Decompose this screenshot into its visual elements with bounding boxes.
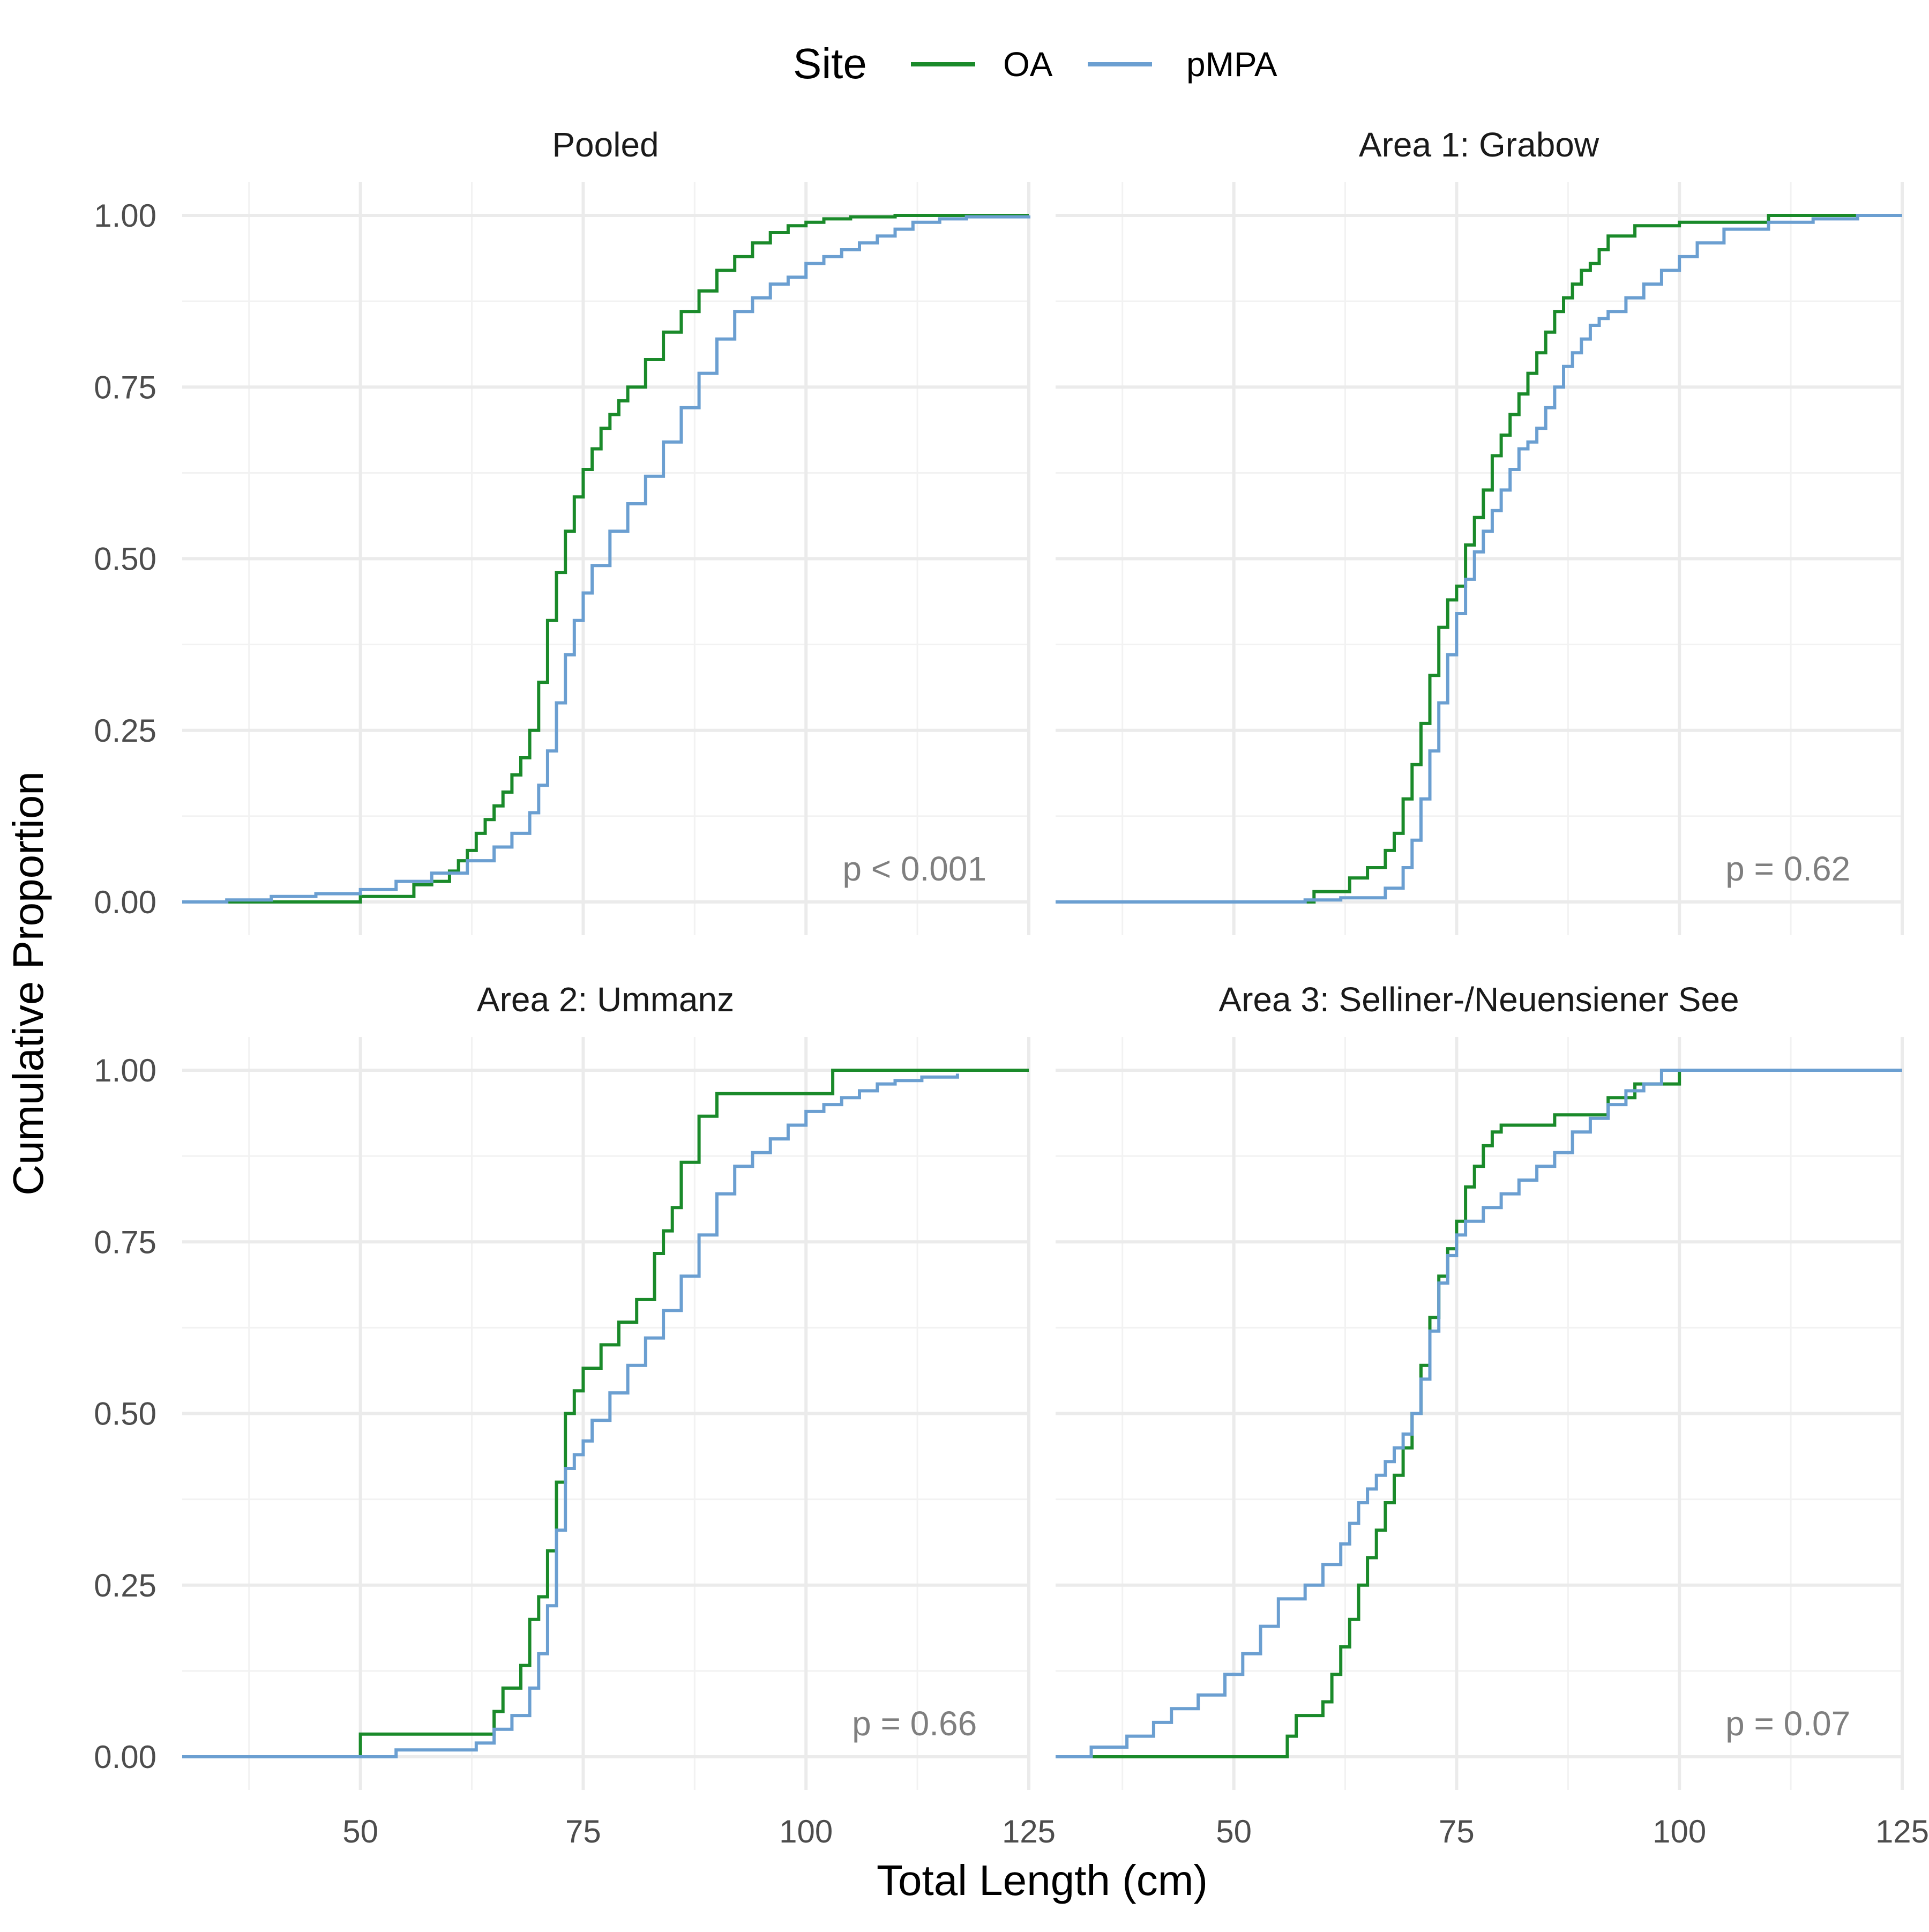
x-tick-label: 125 [1002, 1814, 1056, 1849]
y-tick-label: 0.75 [94, 1224, 156, 1260]
panel-title: Area 2: Ummanz [477, 980, 734, 1019]
y-axis-title: Cumulative Proportion [4, 771, 52, 1195]
x-tick-label: 75 [565, 1814, 601, 1849]
x-tick-label: 100 [779, 1814, 833, 1849]
series-line-pmpa [1056, 214, 1902, 904]
y-tick-label: 0.50 [94, 541, 156, 577]
y-tick-label: 1.00 [94, 198, 156, 234]
p-value-annotation: p = 0.66 [852, 1704, 977, 1743]
legend: Site OA pMPA [793, 40, 1277, 87]
x-tick-label: 125 [1875, 1814, 1929, 1849]
x-tick-label: 100 [1653, 1814, 1706, 1849]
panel-title: Area 1: Grabow [1359, 125, 1599, 164]
x-tick-label: 75 [1439, 1814, 1475, 1849]
p-value-annotation: p = 0.62 [1725, 849, 1850, 888]
y-tick-label: 0.00 [94, 884, 156, 920]
series-line-oa [1056, 214, 1902, 904]
y-tick-label: 0.25 [94, 713, 156, 749]
panel-area-1-grabow: Area 1: Grabow p = 0.62 [1056, 125, 1904, 935]
series-line-pmpa [1056, 1069, 1902, 1758]
legend-label-pmpa: pMPA [1186, 45, 1277, 84]
panel-title: Area 3: Selliner-/Neuensiener See [1218, 980, 1739, 1019]
p-value-annotation: p < 0.001 [842, 849, 986, 888]
series-line-oa [182, 214, 1029, 904]
series-line-pmpa [182, 1073, 959, 1758]
x-axis-title: Total Length (cm) [877, 1856, 1208, 1904]
series-line-oa [182, 1069, 1029, 1758]
y-tick-label: 0.75 [94, 369, 156, 405]
y-tick-label: 0.25 [94, 1568, 156, 1603]
series-line-pmpa [182, 215, 1030, 904]
x-tick-label: 50 [342, 1814, 378, 1849]
p-value-annotation: p = 0.07 [1725, 1704, 1850, 1743]
y-tick-label: 0.50 [94, 1396, 156, 1432]
legend-label-oa: OA [1003, 45, 1053, 84]
legend-title: Site [793, 40, 867, 87]
panel-title: Pooled [552, 125, 659, 164]
panel-pooled: Pooled 0.00 0.25 0.50 0.75 1.00 p < 0.001 [94, 125, 1030, 935]
panel-area-2-ummanz: Area 2: Ummanz 0.00 0.25 0.50 0.75 1.00 50 75 10… [94, 980, 1056, 1849]
panel-area-3-selliner-neuensiener-see: Area 3: Selliner-/Neuensiener See 50 75 100… [1056, 980, 1929, 1849]
y-tick-label: 1.00 [94, 1053, 156, 1088]
y-tick-label: 0.00 [94, 1739, 156, 1775]
x-tick-label: 50 [1216, 1814, 1252, 1849]
